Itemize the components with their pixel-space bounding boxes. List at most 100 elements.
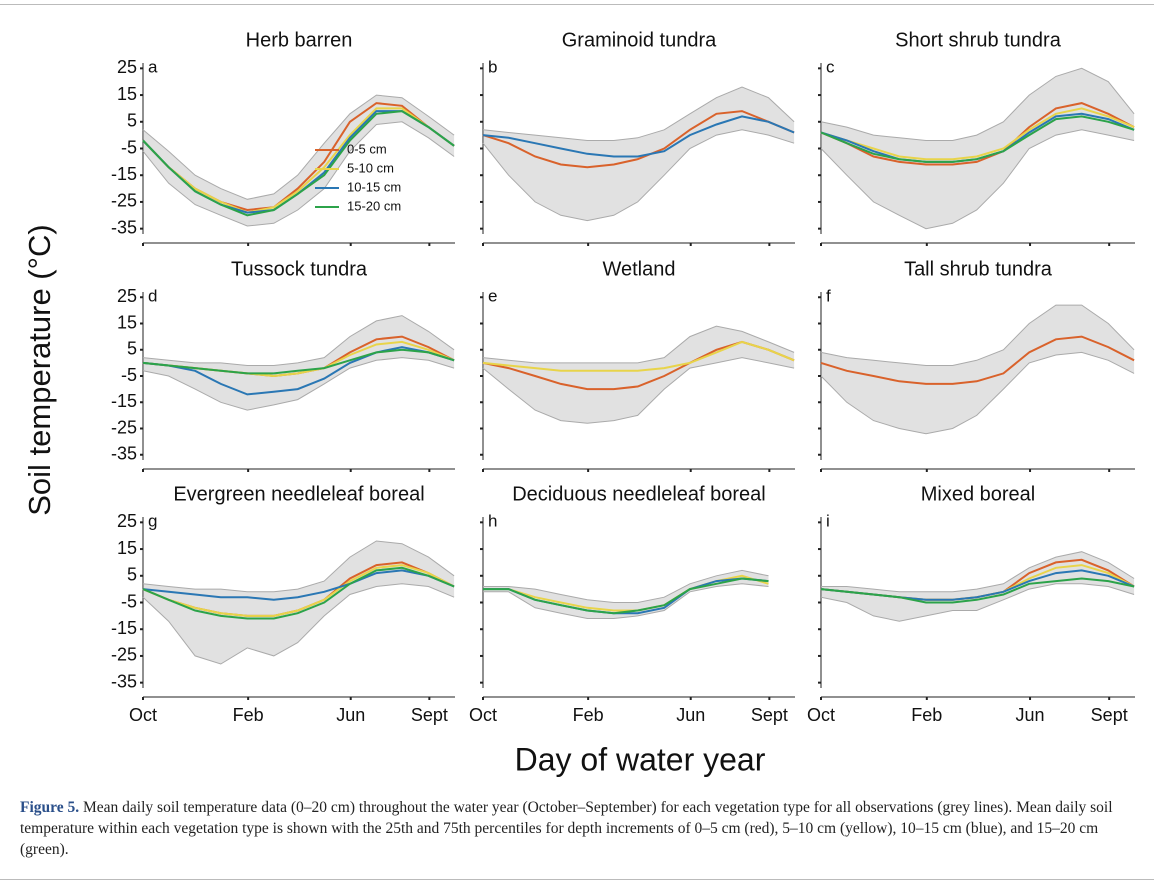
series-line <box>482 115 795 158</box>
y-tick-label: -15 <box>111 618 137 638</box>
observation-range-fill <box>143 95 455 226</box>
x-tick-label: Jun <box>336 705 365 725</box>
panel-letter: e <box>488 286 497 305</box>
series-line <box>482 340 795 372</box>
observation-range-fill <box>143 541 455 664</box>
x-tick-label: Sept <box>411 705 448 725</box>
x-tick-label: Sept <box>751 705 788 725</box>
y-tick-label: -35 <box>111 444 137 464</box>
x-tick-label: Oct <box>807 705 835 725</box>
observation-range-fill <box>821 305 1135 434</box>
y-tick-label: -5 <box>121 137 137 157</box>
observation-line <box>821 551 1135 593</box>
x-tick-label: Feb <box>573 705 604 725</box>
y-tick-label: -15 <box>111 391 137 411</box>
legend-label: 0-5 cm <box>347 141 387 156</box>
y-tick-label: -35 <box>111 217 137 237</box>
series-line <box>820 335 1135 385</box>
y-tick-label: 15 <box>117 84 137 104</box>
series-line <box>142 348 455 375</box>
panel-letter: h <box>488 511 497 530</box>
observation-line <box>482 129 795 222</box>
legend-label: 10-15 cm <box>347 179 401 194</box>
observation-line <box>142 121 455 227</box>
y-tick-label: -25 <box>111 645 137 665</box>
x-tick-label: Oct <box>129 705 157 725</box>
panel-title: Evergreen needleleaf boreal <box>173 483 424 505</box>
y-tick-label: 25 <box>117 511 137 531</box>
panel-letter: g <box>148 511 157 530</box>
series-line <box>483 577 769 615</box>
series-line <box>820 577 1135 604</box>
y-tick-label: -5 <box>121 365 137 385</box>
y-tick-label: -5 <box>121 591 137 611</box>
observation-line <box>142 357 455 411</box>
observation-line <box>820 351 1135 435</box>
x-tick-label: Feb <box>233 705 264 725</box>
series-line <box>142 110 455 217</box>
observation-line <box>482 325 795 364</box>
x-axis-label: Day of water year <box>515 741 766 777</box>
observation-line <box>482 357 795 424</box>
observation-line <box>820 129 1135 230</box>
figure: Soil temperature (°C) Day of water year … <box>22 29 1135 777</box>
caption: Figure 5. Mean daily soil temperature da… <box>20 797 1130 860</box>
y-tick-label: 25 <box>117 286 137 306</box>
observation-line <box>142 583 455 665</box>
panel-title: Mixed boreal <box>921 483 1036 505</box>
observation-range-fill <box>483 87 795 221</box>
caption-text: Mean daily soil temperature data (0–20 c… <box>20 799 1113 858</box>
y-tick-label: 25 <box>117 57 137 77</box>
observation-line <box>483 583 769 619</box>
observation-line <box>820 583 1135 622</box>
panel-title: Wetland <box>602 258 675 280</box>
panel-letter: b <box>488 57 497 76</box>
panel-title: Short shrub tundra <box>895 29 1062 51</box>
panel-title: Tussock tundra <box>231 258 368 280</box>
panel-title: Tall shrub tundra <box>904 258 1053 280</box>
legend-label: 15-20 cm <box>347 198 401 213</box>
series-line <box>142 107 455 214</box>
observation-line <box>482 86 795 141</box>
observation-line <box>483 569 769 603</box>
legend-label: 5-10 cm <box>347 160 394 175</box>
y-tick-label: -15 <box>111 164 137 184</box>
panel-letter: c <box>826 57 835 76</box>
y-tick-label: -25 <box>111 191 137 211</box>
series-line <box>820 102 1135 166</box>
observation-line <box>142 315 455 366</box>
series-line <box>142 566 455 620</box>
observation-line <box>142 94 455 200</box>
y-tick-label: 5 <box>127 111 137 131</box>
caption-label: Figure 5. <box>20 799 80 816</box>
observation-line <box>142 540 455 593</box>
x-tick-label: Jun <box>676 705 705 725</box>
frame <box>0 4 1154 880</box>
panel-title: Herb barren <box>246 29 353 51</box>
series-line <box>142 569 455 601</box>
y-tick-label: 15 <box>117 312 137 332</box>
x-tick-label: Sept <box>1091 705 1128 725</box>
y-axis-label: Soil temperature (°C) <box>22 224 57 516</box>
observation-line <box>820 304 1135 366</box>
observation-range-fill <box>483 570 769 619</box>
x-tick-label: Oct <box>469 705 497 725</box>
x-tick-label: Jun <box>1016 705 1045 725</box>
observation-range-fill <box>821 551 1135 622</box>
series-line <box>142 564 455 617</box>
x-tick-label: Feb <box>911 705 942 725</box>
y-tick-label: -25 <box>111 417 137 437</box>
observation-line <box>820 67 1135 141</box>
series-line <box>820 107 1135 161</box>
panel-letter: a <box>148 57 158 76</box>
y-tick-label: 15 <box>117 538 137 558</box>
panel-letter: f <box>826 286 831 305</box>
y-tick-label: 5 <box>127 339 137 359</box>
panel-title: Graminoid tundra <box>562 29 717 51</box>
series-line <box>142 346 455 396</box>
panel-title: Deciduous needleleaf boreal <box>512 483 766 505</box>
series-line <box>820 115 1135 163</box>
panel-letter: i <box>826 511 830 530</box>
panel-letter: d <box>148 286 157 305</box>
